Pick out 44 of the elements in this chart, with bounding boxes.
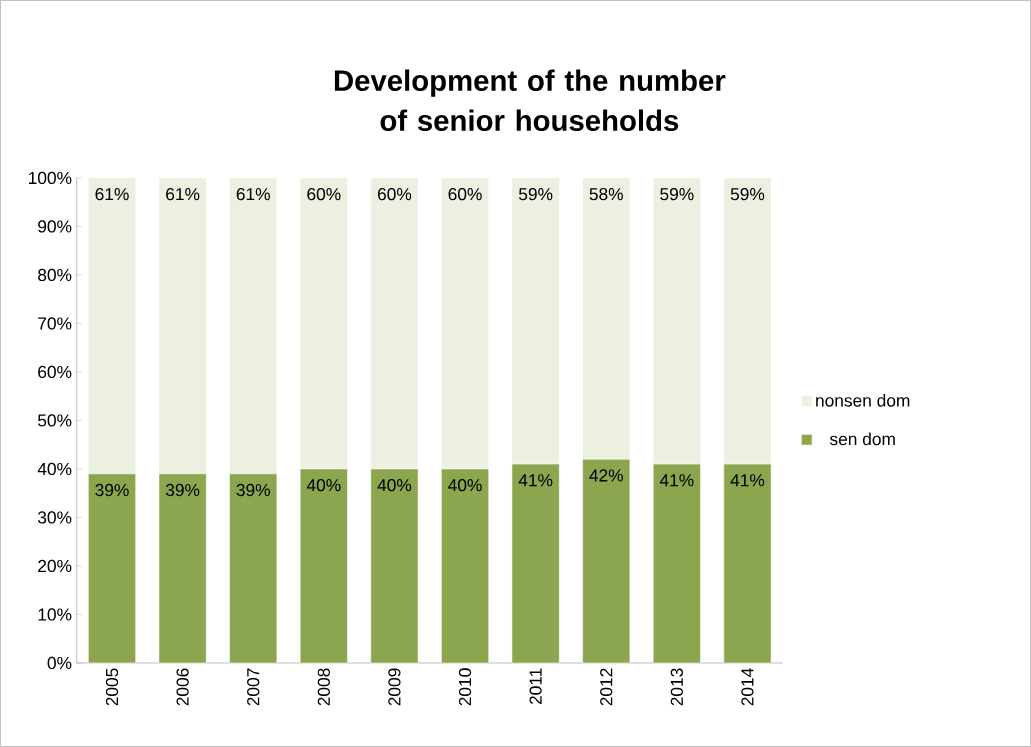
x-tick-label: 2011 (529, 668, 542, 705)
x-tick-label: 2008 (317, 668, 330, 706)
data-label: 61% (236, 187, 270, 201)
y-tick-label: 40% (37, 462, 72, 476)
x-tick-label: 2009 (388, 668, 401, 706)
y-tick-label: 60% (38, 365, 72, 379)
x-tick-label: 2010 (458, 668, 472, 706)
chart-title: Development of the number of senior households (334, 69, 726, 132)
x-tick-label: 2012 (600, 668, 613, 706)
data-label: 40% (377, 479, 412, 492)
y-tick-label: 70% (38, 317, 72, 330)
data-label: 39% (95, 483, 129, 497)
data-label: 40% (448, 479, 482, 492)
y-tick-label: 50% (37, 414, 72, 427)
data-label: 39% (165, 483, 200, 497)
x-tick-label: 2006 (176, 668, 189, 706)
y-tick-label: 0% (47, 656, 72, 670)
legend-label: sen dom (829, 432, 895, 446)
data-label: 61% (95, 187, 129, 201)
data-label: 59% (730, 187, 765, 201)
data-label: 41% (518, 474, 553, 487)
x-tick-label: 2014 (741, 668, 754, 706)
data-label: 41% (659, 474, 694, 487)
y-tick-label: 30% (37, 511, 72, 524)
y-tick-label: 20% (38, 559, 72, 573)
data-label: 40% (306, 479, 341, 492)
data-label: 60% (377, 187, 412, 201)
legend-label: nonsen dom (816, 393, 910, 407)
data-label: 61% (166, 187, 200, 201)
y-tick-label: 100% (28, 171, 72, 185)
y-tick-label: 10% (38, 608, 72, 621)
y-tick-label: 90% (38, 220, 72, 233)
data-label: 42% (589, 469, 623, 482)
data-label: 60% (448, 187, 482, 201)
data-label: 58% (589, 187, 623, 201)
data-label: 39% (236, 483, 270, 497)
data-label: 59% (660, 187, 694, 201)
y-tick-label: 80% (38, 268, 72, 282)
data-label: 59% (518, 187, 553, 201)
x-tick-label: 2007 (247, 668, 260, 706)
data-label: 41% (730, 474, 765, 487)
data-label: 60% (307, 187, 341, 201)
x-tick-label: 2013 (670, 668, 683, 706)
x-tick-label: 2005 (105, 668, 119, 706)
